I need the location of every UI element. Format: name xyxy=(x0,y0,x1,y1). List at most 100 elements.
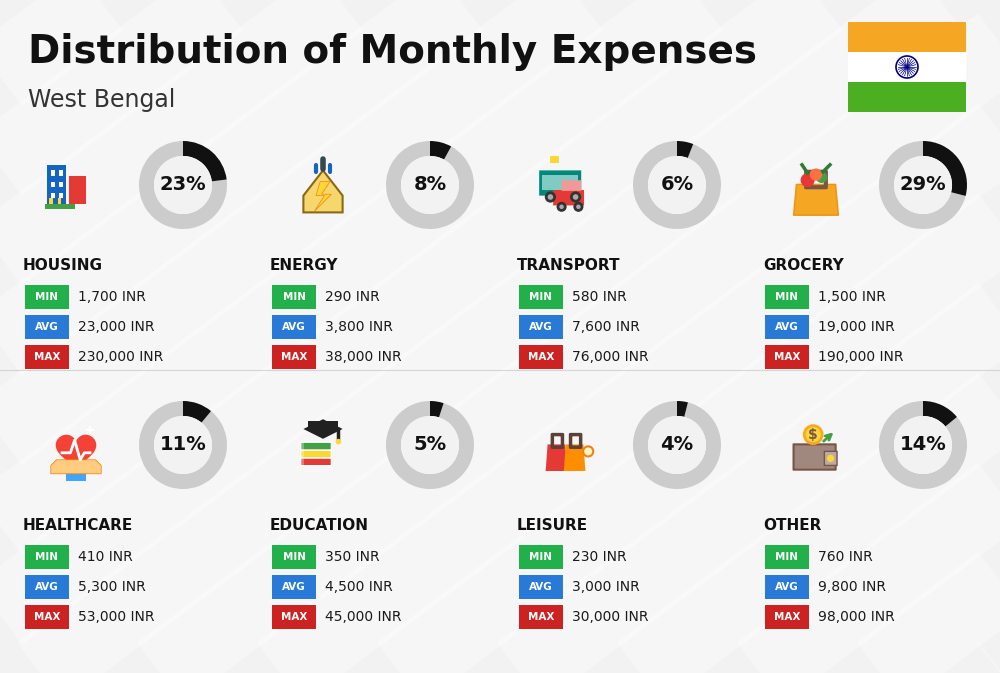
Text: MIN: MIN xyxy=(530,292,552,302)
Wedge shape xyxy=(386,401,474,489)
Text: MIN: MIN xyxy=(530,552,552,562)
FancyBboxPatch shape xyxy=(58,198,61,204)
Circle shape xyxy=(827,455,834,462)
FancyBboxPatch shape xyxy=(272,345,316,369)
FancyBboxPatch shape xyxy=(301,450,331,458)
FancyBboxPatch shape xyxy=(59,192,63,199)
FancyBboxPatch shape xyxy=(765,285,809,309)
Circle shape xyxy=(576,205,581,209)
FancyBboxPatch shape xyxy=(25,545,69,569)
Circle shape xyxy=(801,173,815,187)
FancyBboxPatch shape xyxy=(765,345,809,369)
FancyBboxPatch shape xyxy=(66,468,86,481)
Circle shape xyxy=(570,191,581,203)
FancyBboxPatch shape xyxy=(519,545,563,569)
Text: ENERGY: ENERGY xyxy=(270,258,338,273)
FancyBboxPatch shape xyxy=(848,82,966,112)
Text: 30,000 INR: 30,000 INR xyxy=(572,610,648,624)
Text: MAX: MAX xyxy=(34,352,60,362)
Text: AVG: AVG xyxy=(35,322,59,332)
FancyBboxPatch shape xyxy=(542,174,578,190)
Wedge shape xyxy=(386,141,474,229)
Text: OTHER: OTHER xyxy=(763,518,821,532)
Circle shape xyxy=(648,156,706,214)
FancyBboxPatch shape xyxy=(272,605,316,629)
FancyBboxPatch shape xyxy=(272,575,316,599)
FancyBboxPatch shape xyxy=(765,545,809,569)
FancyBboxPatch shape xyxy=(59,182,63,187)
FancyBboxPatch shape xyxy=(308,421,338,429)
Polygon shape xyxy=(303,170,343,213)
Text: 1,700 INR: 1,700 INR xyxy=(78,290,146,304)
FancyBboxPatch shape xyxy=(519,575,563,599)
Circle shape xyxy=(573,202,583,212)
Text: MIN: MIN xyxy=(36,292,58,302)
Text: 76,000 INR: 76,000 INR xyxy=(572,350,649,364)
Text: 23%: 23% xyxy=(160,176,206,194)
Text: AVG: AVG xyxy=(35,582,59,592)
FancyBboxPatch shape xyxy=(89,426,91,434)
Wedge shape xyxy=(430,141,451,160)
Text: 290 INR: 290 INR xyxy=(325,290,380,304)
Text: MIN: MIN xyxy=(283,292,306,302)
Text: HOUSING: HOUSING xyxy=(23,258,103,273)
Text: $: $ xyxy=(808,427,818,441)
Text: 580 INR: 580 INR xyxy=(572,290,627,304)
Text: 230 INR: 230 INR xyxy=(572,550,627,564)
FancyBboxPatch shape xyxy=(519,345,563,369)
Polygon shape xyxy=(51,460,101,474)
FancyBboxPatch shape xyxy=(272,545,316,569)
Text: 410 INR: 410 INR xyxy=(78,550,133,564)
Text: MAX: MAX xyxy=(774,612,800,622)
Text: MIN: MIN xyxy=(36,552,58,562)
Circle shape xyxy=(804,425,822,444)
FancyBboxPatch shape xyxy=(765,605,809,629)
FancyBboxPatch shape xyxy=(519,315,563,339)
FancyBboxPatch shape xyxy=(765,315,809,339)
FancyBboxPatch shape xyxy=(301,458,304,466)
FancyBboxPatch shape xyxy=(550,156,559,164)
Wedge shape xyxy=(183,401,211,423)
Text: 5%: 5% xyxy=(413,435,447,454)
Text: 8%: 8% xyxy=(413,176,447,194)
Wedge shape xyxy=(879,141,966,229)
FancyBboxPatch shape xyxy=(25,605,69,629)
Wedge shape xyxy=(923,141,967,196)
Text: 7,600 INR: 7,600 INR xyxy=(572,320,640,334)
FancyBboxPatch shape xyxy=(272,315,316,339)
FancyBboxPatch shape xyxy=(51,170,55,176)
FancyBboxPatch shape xyxy=(519,285,563,309)
Text: MIN: MIN xyxy=(776,292,798,302)
FancyBboxPatch shape xyxy=(301,458,331,466)
Text: West Bengal: West Bengal xyxy=(28,88,175,112)
FancyBboxPatch shape xyxy=(301,442,331,450)
Text: MAX: MAX xyxy=(281,612,307,622)
Polygon shape xyxy=(546,444,567,471)
Text: 350 INR: 350 INR xyxy=(325,550,380,564)
Text: AVG: AVG xyxy=(282,582,306,592)
FancyBboxPatch shape xyxy=(519,605,563,629)
Text: AVG: AVG xyxy=(775,322,799,332)
FancyBboxPatch shape xyxy=(25,285,69,309)
Polygon shape xyxy=(315,182,331,211)
FancyBboxPatch shape xyxy=(562,180,581,191)
Circle shape xyxy=(573,194,578,200)
Polygon shape xyxy=(564,444,585,471)
Circle shape xyxy=(401,416,459,474)
FancyBboxPatch shape xyxy=(272,285,316,309)
Circle shape xyxy=(559,205,564,209)
Wedge shape xyxy=(430,401,444,417)
Wedge shape xyxy=(879,401,967,489)
FancyBboxPatch shape xyxy=(51,192,55,199)
Text: AVG: AVG xyxy=(775,582,799,592)
Text: Distribution of Monthly Expenses: Distribution of Monthly Expenses xyxy=(28,33,757,71)
Text: 38,000 INR: 38,000 INR xyxy=(325,350,402,364)
FancyBboxPatch shape xyxy=(45,204,75,209)
FancyBboxPatch shape xyxy=(539,170,581,196)
FancyBboxPatch shape xyxy=(47,165,66,204)
Circle shape xyxy=(548,194,553,200)
Circle shape xyxy=(336,439,341,444)
Polygon shape xyxy=(794,184,838,215)
Wedge shape xyxy=(677,401,688,417)
Text: MAX: MAX xyxy=(281,352,307,362)
